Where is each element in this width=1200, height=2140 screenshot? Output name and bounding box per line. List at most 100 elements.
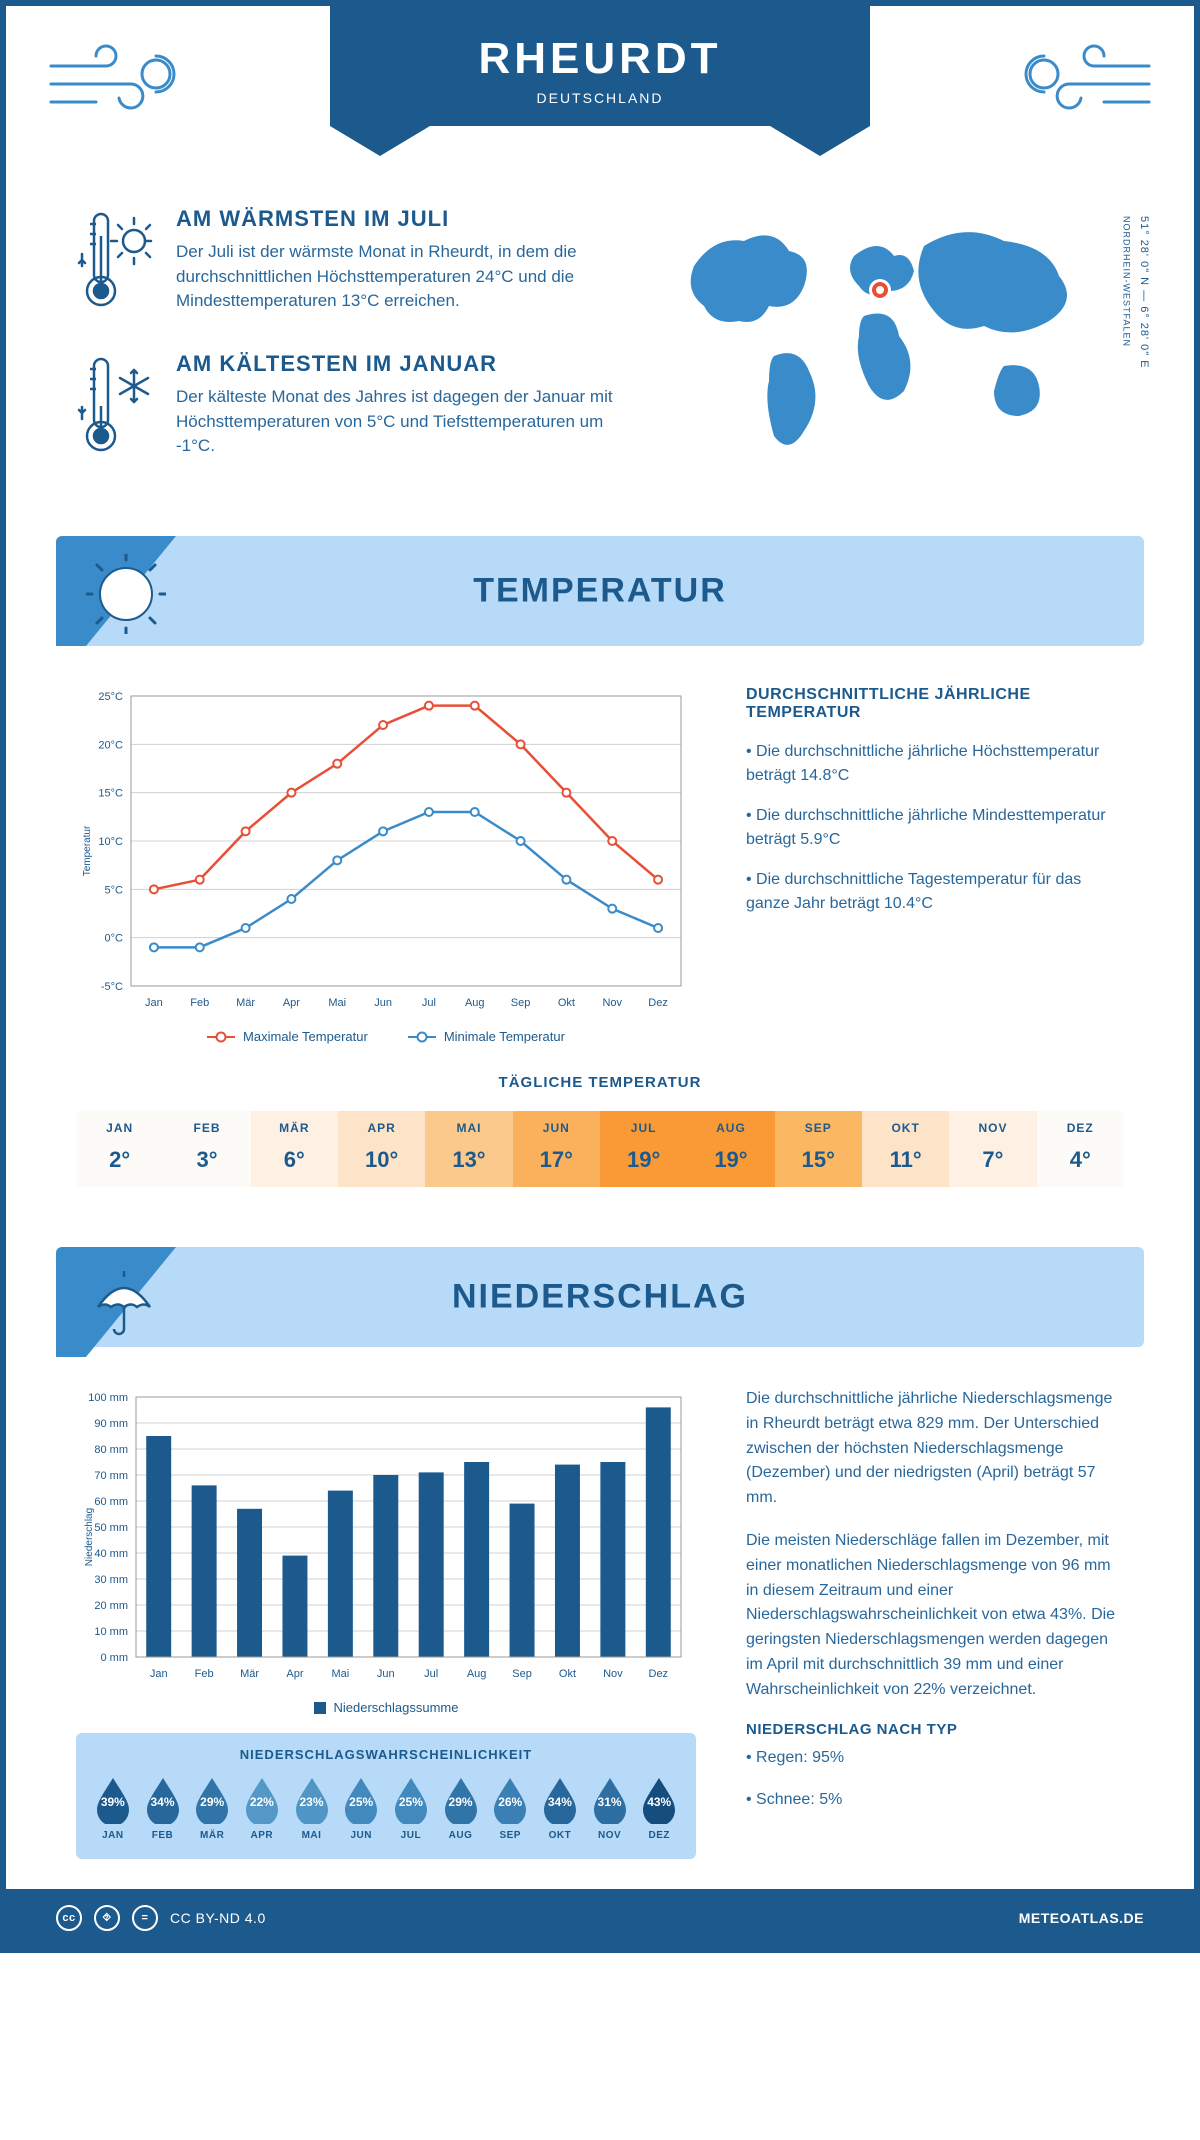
prob-title: NIEDERSCHLAGSWAHRSCHEINLICHKEIT (88, 1747, 684, 1762)
probability-drop: 26%SEP (485, 1776, 535, 1841)
temp-cell: JUL19° (600, 1111, 687, 1187)
daily-temperature: TÄGLICHE TEMPERATUR JAN2°FEB3°MÄR6°APR10… (6, 1064, 1194, 1227)
info-title: DURCHSCHNITTLICHE JÄHRLICHE TEMPERATUR (746, 686, 1124, 722)
probability-drop: 23%MAI (287, 1776, 337, 1841)
footer: cc ⯑ = CC BY-ND 4.0 METEOATLAS.DE (6, 1889, 1194, 1947)
svg-text:Apr: Apr (286, 1668, 303, 1680)
intro-section: AM WÄRMSTEN IM JULI Der Juli ist der wär… (6, 186, 1194, 536)
info-bullet: • Schnee: 5% (746, 1788, 1124, 1813)
thermometer-snow-icon (76, 351, 156, 466)
infographic-page: RHEURDT DEUTSCHLAND AM WÄRMSTEN IM JULI … (0, 0, 1200, 1953)
section-title: TEMPERATUR (473, 572, 727, 611)
svg-text:Jan: Jan (145, 997, 163, 1009)
info-subtitle: NIEDERSCHLAG NACH TYP (746, 1721, 1124, 1738)
info-bullet: • Die durchschnittliche Tagestemperatur … (746, 868, 1124, 916)
temperature-info: DURCHSCHNITTLICHE JÄHRLICHE TEMPERATUR •… (746, 686, 1124, 1044)
svg-text:Nov: Nov (602, 997, 622, 1009)
svg-text:100 mm: 100 mm (88, 1392, 128, 1404)
probability-drop: 34%OKT (535, 1776, 585, 1841)
temp-cell: DEZ4° (1037, 1111, 1124, 1187)
svg-text:Aug: Aug (465, 997, 485, 1009)
cc-icon: cc (56, 1905, 82, 1931)
coordinates: 51° 28' 0" N — 6° 28' 0" E NORDRHEIN-WES… (1117, 216, 1152, 369)
svg-text:Mai: Mai (328, 997, 346, 1009)
temperature-section: -5°C0°C5°C10°C15°C20°C25°CJanFebMärAprMa… (6, 676, 1194, 1064)
svg-text:20°C: 20°C (98, 739, 123, 751)
by-icon: ⯑ (94, 1905, 120, 1931)
temp-cell: JAN2° (76, 1111, 163, 1187)
svg-text:Dez: Dez (649, 1668, 669, 1680)
svg-text:80 mm: 80 mm (94, 1444, 128, 1456)
svg-text:Apr: Apr (283, 997, 300, 1009)
title-block: RHEURDT DEUTSCHLAND (478, 34, 721, 106)
svg-text:25°C: 25°C (98, 691, 123, 703)
fact-text: Der kälteste Monat des Jahres ist dagege… (176, 385, 624, 459)
svg-text:Dez: Dez (648, 997, 668, 1009)
section-title: NIEDERSCHLAG (452, 1278, 748, 1317)
license-text: CC BY-ND 4.0 (170, 1910, 266, 1926)
svg-text:Jul: Jul (424, 1668, 438, 1680)
probability-drop: 31%NOV (585, 1776, 635, 1841)
section-header-temperature: TEMPERATUR (56, 536, 1144, 646)
svg-text:Sep: Sep (511, 997, 531, 1009)
precipitation-probability: NIEDERSCHLAGSWAHRSCHEINLICHKEIT 39%JAN34… (76, 1733, 696, 1859)
city-name: RHEURDT (478, 34, 721, 84)
precipitation-section: 0 mm10 mm20 mm30 mm40 mm50 mm60 mm70 mm8… (6, 1377, 1194, 1889)
probability-drops: 39%JAN34%FEB29%MÄR22%APR23%MAI25%JUN25%J… (88, 1776, 684, 1841)
temp-cell: AUG19° (687, 1111, 774, 1187)
svg-text:Aug: Aug (467, 1668, 487, 1680)
svg-text:5°C: 5°C (105, 884, 124, 896)
svg-text:20 mm: 20 mm (94, 1600, 128, 1612)
fact-title: AM WÄRMSTEN IM JULI (176, 206, 624, 232)
fact-coldest: AM KÄLTESTEN IM JANUAR Der kälteste Mona… (76, 351, 624, 466)
wind-icon (1024, 36, 1154, 131)
probability-drop: 25%JUN (336, 1776, 386, 1841)
site-name: METEOATLAS.DE (1019, 1910, 1144, 1926)
svg-text:Feb: Feb (190, 997, 209, 1009)
fact-text: Der Juli ist der wärmste Monat in Rheurd… (176, 240, 624, 314)
svg-text:40 mm: 40 mm (94, 1548, 128, 1560)
wind-icon (46, 36, 176, 131)
info-paragraph: Die durchschnittliche jährliche Niedersc… (746, 1387, 1124, 1511)
svg-text:Feb: Feb (195, 1668, 214, 1680)
svg-text:30 mm: 30 mm (94, 1574, 128, 1586)
svg-text:Sep: Sep (512, 1668, 532, 1680)
svg-text:Jun: Jun (374, 997, 392, 1009)
svg-text:Nov: Nov (603, 1668, 623, 1680)
temp-cell: NOV7° (949, 1111, 1036, 1187)
fact-warmest: AM WÄRMSTEN IM JULI Der Juli ist der wär… (76, 206, 624, 321)
svg-text:-5°C: -5°C (101, 981, 123, 993)
svg-text:Jun: Jun (377, 1668, 395, 1680)
svg-text:0 mm: 0 mm (101, 1652, 129, 1664)
license-block: cc ⯑ = CC BY-ND 4.0 (56, 1905, 266, 1931)
svg-text:Jan: Jan (150, 1668, 168, 1680)
fact-title: AM KÄLTESTEN IM JANUAR (176, 351, 624, 377)
probability-drop: 39%JAN (88, 1776, 138, 1841)
temp-cell: MAI13° (425, 1111, 512, 1187)
svg-text:90 mm: 90 mm (94, 1418, 128, 1430)
sun-icon (86, 554, 166, 639)
nd-icon: = (132, 1905, 158, 1931)
svg-text:Okt: Okt (559, 1668, 576, 1680)
svg-text:10 mm: 10 mm (94, 1626, 128, 1638)
temp-cell: SEP15° (775, 1111, 862, 1187)
svg-text:Mär: Mär (236, 997, 255, 1009)
svg-text:Temperatur: Temperatur (82, 825, 93, 876)
header: RHEURDT DEUTSCHLAND (6, 6, 1194, 186)
svg-text:Niederschlag: Niederschlag (84, 1508, 95, 1566)
svg-text:10°C: 10°C (98, 836, 123, 848)
temperature-strip: JAN2°FEB3°MÄR6°APR10°MAI13°JUN17°JUL19°A… (76, 1111, 1124, 1187)
svg-text:60 mm: 60 mm (94, 1496, 128, 1508)
temp-cell: MÄR6° (251, 1111, 338, 1187)
info-bullet: • Die durchschnittliche jährliche Höchst… (746, 740, 1124, 788)
info-bullet: • Regen: 95% (746, 1746, 1124, 1771)
probability-drop: 43%DEZ (634, 1776, 684, 1841)
world-map: 51° 28' 0" N — 6° 28' 0" E NORDRHEIN-WES… (664, 206, 1124, 496)
probability-drop: 34%FEB (138, 1776, 188, 1841)
probability-drop: 29%MÄR (187, 1776, 237, 1841)
chart-legend: Niederschlagssumme (76, 1700, 696, 1715)
probability-drop: 25%JUL (386, 1776, 436, 1841)
temp-cell: APR10° (338, 1111, 425, 1187)
info-bullet: • Die durchschnittliche jährliche Mindes… (746, 804, 1124, 852)
thermometer-sun-icon (76, 206, 156, 321)
